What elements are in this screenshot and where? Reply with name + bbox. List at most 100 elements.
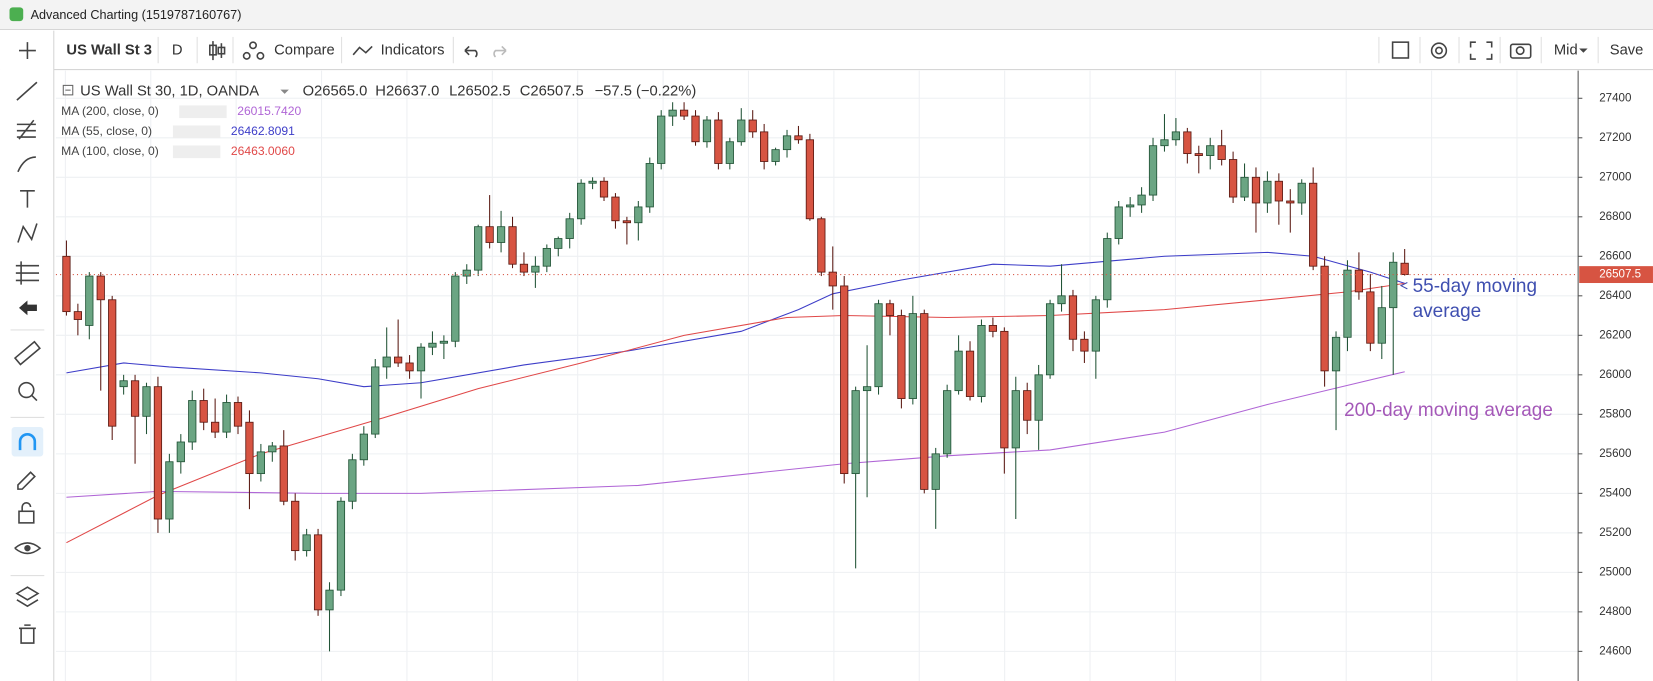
save-button[interactable]: Save xyxy=(1610,42,1644,58)
crosshair-tool[interactable] xyxy=(18,42,36,60)
pattern-tool[interactable] xyxy=(17,223,38,243)
candle-body xyxy=(1045,303,1055,376)
candle-body xyxy=(565,218,574,239)
trend-line-tool[interactable] xyxy=(16,81,38,101)
candle-body xyxy=(336,500,346,591)
fullscreen-button[interactable] xyxy=(1469,41,1493,60)
candle-body xyxy=(611,196,620,222)
candle-body xyxy=(531,265,540,273)
candle-body xyxy=(313,534,323,611)
candle-body xyxy=(622,220,632,224)
candle-body xyxy=(176,441,185,463)
window-title: Advanced Charting (1519787160767) xyxy=(31,8,242,22)
candle-body xyxy=(1331,336,1341,372)
indicators-icon[interactable] xyxy=(352,45,373,56)
y-tick-label: 27000 xyxy=(1599,171,1631,183)
candle-body xyxy=(954,350,963,392)
legend-open: O26565.0 xyxy=(303,84,368,100)
fullscreen-box-button[interactable] xyxy=(1391,41,1410,59)
candle-body xyxy=(885,303,895,316)
candle-body xyxy=(668,109,677,117)
candle-body xyxy=(714,119,723,164)
indicators-button[interactable]: Indicators xyxy=(381,42,445,58)
zoom-tool[interactable] xyxy=(18,381,35,399)
candle-body xyxy=(1011,390,1020,449)
text-tool[interactable] xyxy=(20,190,35,208)
candle-body xyxy=(645,163,654,208)
ma-legend-value: 26463.0060 xyxy=(231,144,295,158)
candle-body xyxy=(771,149,780,162)
candle-body xyxy=(302,534,311,552)
candle-body xyxy=(439,340,448,344)
candle-body xyxy=(1251,176,1261,204)
candle-body xyxy=(577,182,586,220)
lock-draw-tool[interactable] xyxy=(17,471,36,490)
candle-body xyxy=(1286,200,1295,204)
delete-tool[interactable] xyxy=(18,624,36,644)
y-tick-label: 27200 xyxy=(1599,132,1631,144)
candle-body xyxy=(965,350,975,397)
screenshot-button[interactable] xyxy=(1509,43,1532,59)
candle-body xyxy=(817,218,826,273)
candle-body xyxy=(588,180,597,184)
chart-type-button[interactable] xyxy=(209,41,226,61)
app-icon xyxy=(9,7,24,22)
ma-legend-name: MA (100, close, 0) xyxy=(61,144,159,158)
candle-body xyxy=(1171,131,1181,141)
candle-body xyxy=(199,400,208,423)
candle-body xyxy=(748,119,757,133)
symbol-input[interactable]: US Wall St 3 xyxy=(66,42,152,58)
fib-tool[interactable] xyxy=(16,119,36,140)
lock-shackle xyxy=(21,502,32,512)
price-source-button[interactable]: Mid xyxy=(1554,42,1578,58)
candle-body xyxy=(348,459,357,502)
candle-body xyxy=(1068,295,1078,340)
candle-body xyxy=(679,109,689,117)
candle-body xyxy=(828,271,837,287)
candle-body xyxy=(554,238,563,249)
eye-pupil xyxy=(24,545,31,552)
compare-icon[interactable] xyxy=(242,41,265,60)
candle-body xyxy=(760,131,769,162)
settings-button[interactable] xyxy=(1430,42,1448,59)
visibility-tool[interactable] xyxy=(14,542,42,555)
redo-button[interactable] xyxy=(493,45,507,58)
ma-legend-value: 26462.8091 xyxy=(231,124,295,138)
candle-body xyxy=(1034,374,1043,421)
candle-body xyxy=(874,303,883,388)
back-tool[interactable] xyxy=(18,300,37,316)
candle-body xyxy=(474,226,483,271)
candle-body xyxy=(519,263,529,273)
candle-body xyxy=(508,226,517,265)
moving-average-line xyxy=(66,282,1405,544)
y-tick-label: 26600 xyxy=(1599,250,1631,262)
interval-button[interactable]: D xyxy=(172,42,183,58)
candle-body xyxy=(1297,182,1306,204)
compare-button[interactable]: Compare xyxy=(274,42,335,58)
candle-body xyxy=(1228,159,1238,198)
candle-body xyxy=(371,366,380,435)
y-tick-label: 24600 xyxy=(1599,645,1631,657)
undo-button[interactable] xyxy=(464,45,478,58)
ma-legend-buttons xyxy=(172,125,221,139)
candle-body xyxy=(691,115,700,143)
candle-body xyxy=(359,433,368,461)
measure-tool[interactable] xyxy=(13,340,41,366)
brush-tool[interactable] xyxy=(17,156,36,173)
magnet-tool[interactable] xyxy=(18,433,37,451)
layers-tool[interactable] xyxy=(15,586,40,608)
legend-dropdown[interactable] xyxy=(280,89,289,94)
candle-body xyxy=(977,325,986,397)
prediction-tool[interactable] xyxy=(15,261,40,285)
candle-body xyxy=(325,589,334,611)
legend-instrument: US Wall St 30, 1D, OANDA xyxy=(80,84,259,100)
title-bar xyxy=(0,0,1653,30)
candle-body xyxy=(1194,153,1203,156)
candle-body xyxy=(599,180,609,198)
candle-body xyxy=(782,135,792,151)
lock-tool[interactable] xyxy=(18,510,35,524)
ma-legend-buttons xyxy=(172,145,221,159)
candle-body xyxy=(1377,307,1386,344)
candle-body xyxy=(211,421,220,433)
collapse-button[interactable] xyxy=(62,84,74,96)
